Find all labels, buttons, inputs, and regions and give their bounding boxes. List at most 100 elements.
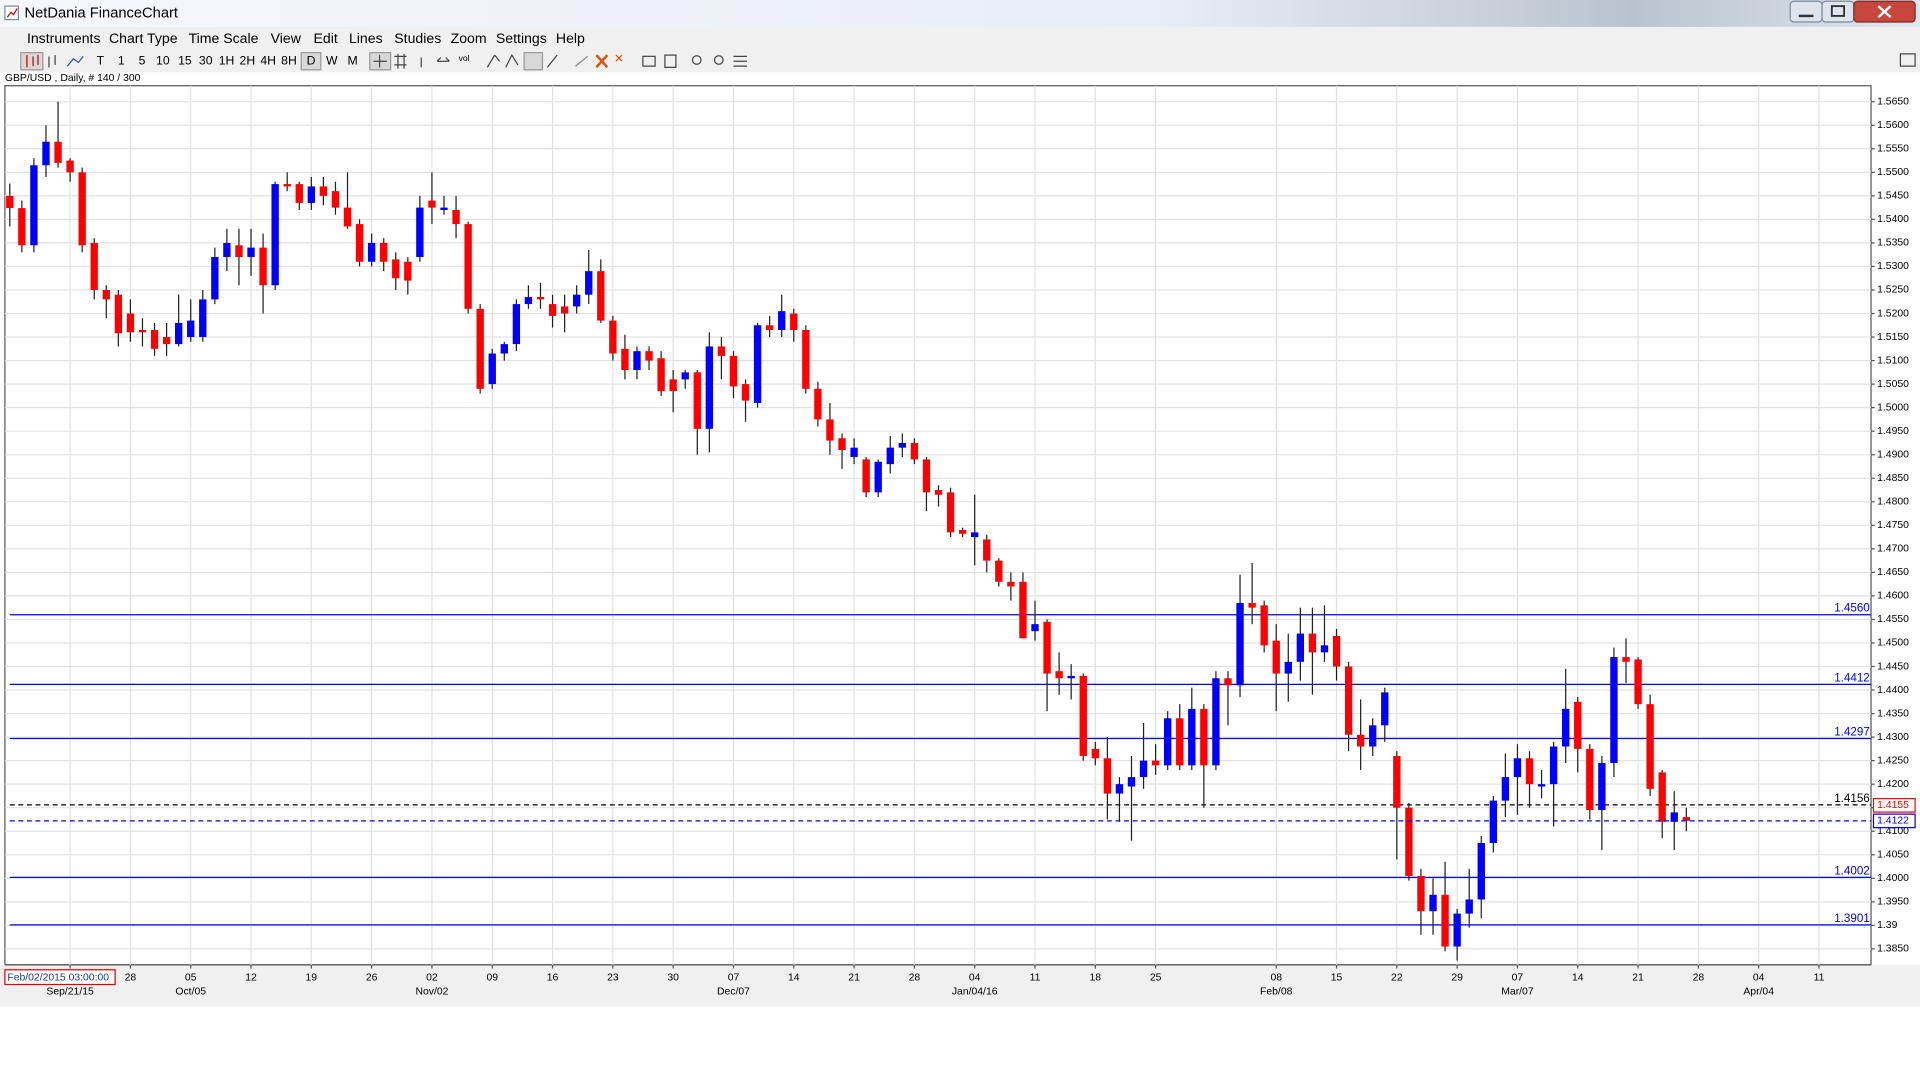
toolbar-button[interactable]: T	[97, 53, 105, 67]
candle-body	[66, 160, 74, 173]
x-tick-label: 28	[909, 973, 921, 984]
preview-glyph[interactable]	[664, 54, 677, 68]
menu-item[interactable]: Instruments	[27, 30, 101, 46]
menu-item[interactable]: Lines	[349, 30, 383, 46]
x-tick-label: 15	[1331, 973, 1343, 984]
candle-body	[235, 245, 243, 258]
chart: 1.38501.391.39501.40001.40501.41001.4150…	[4, 85, 1916, 998]
candle-body	[1441, 894, 1449, 947]
candle-body	[1405, 807, 1413, 876]
toolbar-button[interactable]: 15	[178, 53, 192, 67]
maximize-button[interactable]	[1821, 0, 1855, 23]
toolbar-button[interactable]: 1H	[219, 53, 235, 67]
candle-body	[681, 372, 689, 380]
candle-body	[138, 329, 147, 333]
menu-item[interactable]: Edit	[313, 30, 337, 46]
candle-body	[1646, 704, 1654, 789]
toolbar-button[interactable]: D	[307, 53, 316, 67]
toolbar-button[interactable]: vol	[459, 53, 470, 63]
candle-body	[910, 442, 919, 460]
print-glyph[interactable]	[642, 55, 656, 67]
toolbar-button[interactable]: M	[348, 53, 358, 67]
candle-body	[259, 247, 267, 286]
candle-body	[1393, 755, 1401, 808]
level-label: 1.4560	[1834, 602, 1870, 615]
candle-body	[1151, 760, 1160, 766]
menu-item[interactable]: Time Scale	[189, 30, 259, 46]
zoom-in-glyph[interactable]	[691, 55, 702, 65]
toolbar-button[interactable]: 4H	[260, 53, 276, 67]
x-axis-area	[0, 964, 1920, 1007]
candle-body	[247, 247, 255, 258]
candle-body	[1549, 746, 1558, 785]
y-tick-label: 1.5500	[1877, 167, 1909, 178]
candle-body	[307, 186, 315, 203]
grid-glyph[interactable]	[394, 53, 407, 69]
x-tick-label: 16	[547, 973, 559, 984]
delete-all-glyph[interactable]	[615, 54, 623, 62]
x-tick-label: 22	[1391, 973, 1403, 984]
x-tick-label: 19	[306, 973, 318, 984]
menu-item[interactable]: Settings	[496, 30, 547, 46]
line-type-glyph[interactable]	[66, 55, 84, 67]
toolbar-button[interactable]: 1	[118, 53, 125, 67]
draw-line-glyph[interactable]	[486, 53, 519, 68]
toolbar-button[interactable]: 2H	[240, 53, 256, 67]
y-tick-label: 1.39	[1877, 920, 1897, 931]
y-tick-label: 1.4250	[1877, 755, 1909, 766]
candle-body	[524, 297, 533, 305]
candle-body	[1453, 913, 1461, 947]
menu-item[interactable]: Help	[556, 30, 585, 46]
candle-body	[1513, 758, 1522, 778]
candle-body	[416, 207, 424, 258]
candle-body	[380, 242, 388, 262]
candle-body	[1296, 633, 1305, 662]
menu-item[interactable]: Chart Type	[109, 30, 178, 46]
menu-bar	[0, 26, 1920, 49]
toolbar-button[interactable]: 10	[156, 53, 170, 67]
menu-item[interactable]: View	[271, 30, 302, 46]
candle-body	[1562, 708, 1570, 747]
minimize-button[interactable]	[1789, 0, 1823, 23]
candle-body	[1682, 817, 1690, 821]
y-tick-label: 1.3850	[1877, 944, 1909, 955]
panel-glyph[interactable]	[1899, 53, 1916, 67]
candle-body	[657, 358, 665, 392]
candle-body	[1429, 894, 1437, 912]
scroll-glyph[interactable]	[436, 57, 450, 62]
x-month-label: Jan/04/16	[952, 987, 998, 998]
trend-glyph[interactable]	[546, 54, 558, 68]
fib-button[interactable]	[523, 52, 544, 71]
candle-body	[1417, 875, 1425, 912]
ohlc-glyph[interactable]	[48, 55, 56, 68]
pen-glyph[interactable]	[575, 55, 589, 67]
candle-body	[946, 492, 955, 533]
x-month-label: Feb/08	[1260, 987, 1293, 998]
zoom-out-glyph[interactable]	[713, 55, 724, 65]
toolbar-button[interactable]: W	[326, 53, 338, 67]
x-tick-label: 30	[667, 973, 679, 984]
candle-body	[717, 346, 726, 356]
menu-item[interactable]: Zoom	[451, 30, 487, 46]
toolbar-button[interactable]: 30	[199, 53, 213, 67]
menu-item[interactable]: Studies	[394, 30, 441, 46]
candle-body	[1188, 708, 1196, 766]
candle-body	[790, 313, 798, 330]
x-tick-label: 02	[426, 973, 438, 984]
bar-type-button[interactable]	[20, 52, 44, 71]
candle-body	[548, 304, 557, 316]
candle-body	[1260, 605, 1268, 646]
toolbar-button[interactable]: 5	[139, 53, 146, 67]
candle-body	[560, 306, 569, 314]
toolbar-button-selected	[300, 52, 322, 71]
candle-body	[1308, 633, 1317, 653]
y-tick-label: 1.4800	[1877, 497, 1909, 508]
y-tick-label: 1.4450	[1877, 661, 1909, 672]
candle-body	[1634, 659, 1642, 705]
candle-body	[995, 560, 1003, 582]
y-tick-label: 1.5600	[1877, 120, 1909, 131]
delete-glyph[interactable]	[595, 54, 609, 69]
toolbar-button[interactable]: 8H	[281, 53, 297, 67]
fit-glyph[interactable]	[733, 55, 747, 67]
level-label: 1.4156	[1834, 792, 1870, 805]
